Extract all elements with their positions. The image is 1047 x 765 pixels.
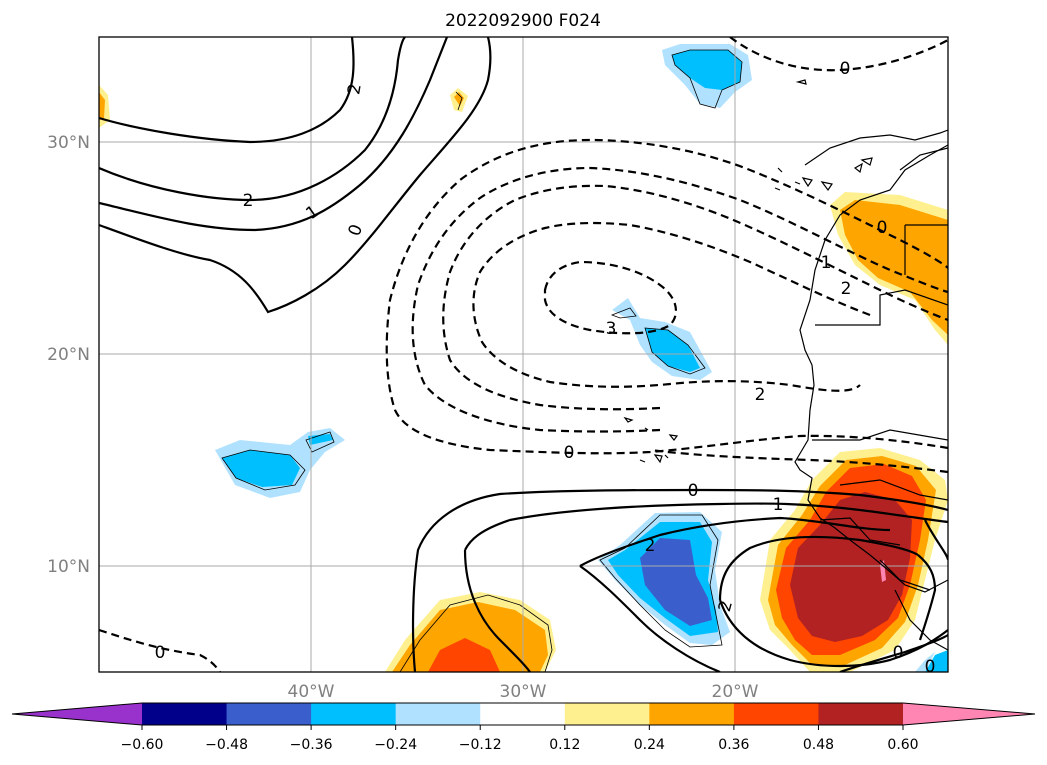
anomaly-patch-blue bbox=[222, 450, 300, 487]
anomaly-patch-blue bbox=[672, 50, 742, 90]
contour-line-dashed bbox=[543, 260, 678, 335]
anomaly-patch-royalblue bbox=[640, 538, 712, 626]
coastlines bbox=[623, 79, 948, 651]
coastline-iberia bbox=[804, 129, 948, 166]
anomaly-patch-orange bbox=[392, 602, 548, 672]
colorbar-tick-label: −0.12 bbox=[459, 737, 502, 753]
colorbar-segment bbox=[395, 703, 481, 725]
colorbar-tick-label: 0.12 bbox=[549, 737, 580, 753]
contour-label: 0 bbox=[155, 643, 166, 663]
contour-line-dashed bbox=[649, 448, 948, 474]
contour-line-solid bbox=[464, 502, 948, 551]
contour-line-solid bbox=[839, 634, 948, 672]
contour-label: 2 bbox=[755, 385, 766, 405]
colorbar-tick-label: −0.36 bbox=[290, 737, 333, 753]
lat-axis-labels: 30°N 20°N 10°N bbox=[47, 133, 90, 577]
contour-label: 2 bbox=[715, 598, 737, 614]
colorbar-tick-label: −0.60 bbox=[121, 737, 164, 753]
contour-label: 1 bbox=[773, 495, 784, 515]
contour-line-dashed bbox=[472, 221, 871, 392]
lon-tick-label: 30°W bbox=[500, 682, 547, 702]
lon-axis-labels: 40°W 30°W 20°W bbox=[288, 682, 759, 702]
anomaly-patch-blue bbox=[308, 434, 333, 445]
colorbar-segment bbox=[733, 703, 819, 725]
contour-line-solid bbox=[917, 554, 937, 641]
contour-line-solid bbox=[99, 37, 492, 314]
coastline-spain bbox=[899, 147, 948, 171]
colorbar-tick-label: 0.60 bbox=[887, 737, 918, 753]
contour-line-dashed bbox=[99, 628, 221, 672]
contour-label: 1 bbox=[821, 253, 832, 273]
contour-label: 2 bbox=[243, 191, 254, 211]
colorbar-segment bbox=[226, 703, 312, 725]
solid-contours bbox=[99, 37, 948, 672]
lat-tick-label: 10°N bbox=[47, 557, 90, 577]
anomaly-patch-blue bbox=[925, 650, 948, 672]
anomaly-patch-blue bbox=[645, 328, 700, 372]
contour-label: 2 bbox=[645, 536, 656, 556]
contour-line-solid bbox=[99, 37, 355, 144]
colorbar-segment bbox=[818, 703, 904, 725]
contour-label: 0 bbox=[840, 59, 851, 79]
anomaly-patch-orange bbox=[99, 92, 105, 120]
contour-label: 0 bbox=[893, 643, 904, 663]
lon-tick-label: 40°W bbox=[288, 682, 335, 702]
colorbar-segment bbox=[564, 703, 650, 725]
map-frame bbox=[98, 36, 949, 673]
coastline-africa bbox=[794, 144, 948, 593]
colorbar-segment bbox=[311, 703, 397, 725]
chart-title: 2022092900 F024 bbox=[445, 11, 601, 31]
anomaly-patch-red bbox=[428, 638, 500, 672]
contour-label: 2 bbox=[841, 279, 852, 299]
colorbar-tick-label: −0.48 bbox=[205, 737, 248, 753]
anomaly-patch-lightblue bbox=[915, 652, 935, 672]
colorbar-extend-low bbox=[12, 703, 142, 725]
contour-line-solid bbox=[99, 37, 449, 232]
colorbar: −0.60 −0.48 −0.36 −0.24 −0.12 0.12 0.24 0.36 0.4… bbox=[11, 702, 1036, 753]
contour-label: 0 bbox=[925, 657, 936, 677]
coastline-islands bbox=[623, 79, 873, 464]
lat-tick-label: 30°N bbox=[47, 133, 90, 153]
colorbar-tick-label: 0.48 bbox=[803, 737, 834, 753]
contour-line-dashed bbox=[411, 166, 948, 433]
contour-label: 0 bbox=[877, 218, 888, 238]
contour-label: 0 bbox=[688, 481, 699, 501]
contour-label: 0 bbox=[564, 443, 575, 463]
contour-line-dashed bbox=[729, 37, 948, 72]
contour-line-solid bbox=[99, 37, 406, 202]
anomaly-patch-orange bbox=[454, 92, 464, 106]
coastline-border bbox=[812, 224, 948, 651]
colorbar-tick-label: 0.24 bbox=[634, 737, 665, 753]
contour-label: 3 bbox=[606, 319, 617, 339]
contour-line-solid bbox=[579, 565, 721, 672]
contour-line-solid bbox=[411, 488, 948, 672]
contour-label: 2 bbox=[344, 82, 366, 96]
colorbar-tick-label: 0.36 bbox=[718, 737, 749, 753]
contour-line-solid bbox=[463, 549, 531, 672]
colorbar-tick-label: −0.24 bbox=[374, 737, 417, 753]
colorbar-segment bbox=[649, 703, 735, 725]
colorbar-segment bbox=[142, 703, 228, 725]
map-area: 2 2 1 0 0 3 2 0 1 2 0 0 1 2 2 0 0 0 bbox=[98, 36, 949, 677]
lat-tick-label: 20°N bbox=[47, 345, 90, 365]
contour-line-solid bbox=[718, 535, 919, 601]
dashed-contours bbox=[99, 37, 948, 672]
grid-lines bbox=[99, 37, 948, 672]
colorbar-segment bbox=[480, 703, 566, 725]
anomaly-patch-orange bbox=[840, 200, 948, 335]
lon-tick-label: 20°W bbox=[712, 682, 759, 702]
contour-line-solid bbox=[579, 516, 891, 567]
colorbar-extend-high bbox=[903, 703, 1035, 725]
contour-line-dashed bbox=[385, 138, 948, 455]
anomaly-outlines bbox=[221, 49, 743, 672]
